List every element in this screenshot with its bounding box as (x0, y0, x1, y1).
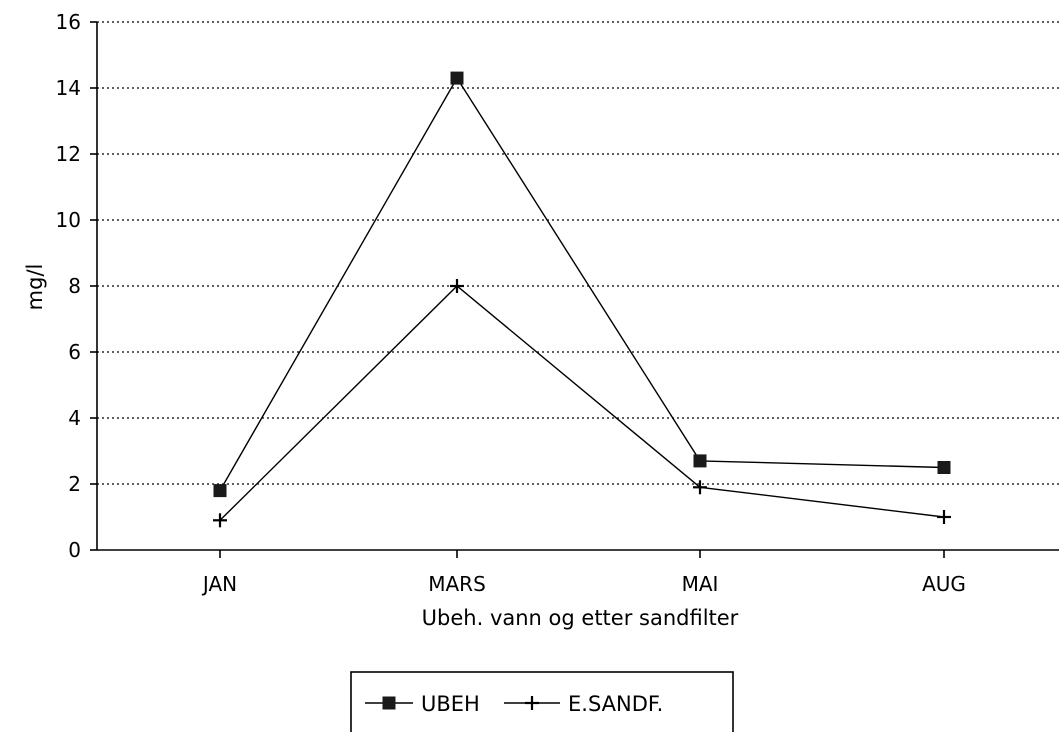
y-tick-label: 2 (68, 472, 81, 496)
series-line-0 (219, 76, 945, 491)
x-axis-label: Ubeh. vann og etter sandfilter (422, 606, 739, 630)
y-tick-label: 16 (56, 10, 81, 34)
legend-marker (382, 696, 396, 710)
legend-marker (525, 696, 539, 710)
y-tick-label: 12 (56, 142, 81, 166)
x-tick-label: MAI (682, 572, 719, 596)
x-axis-ticks: JAN MARS MAI AUG (201, 550, 966, 596)
y-axis-ticks: 0 2 4 6 8 10 12 14 16 (56, 10, 97, 562)
x-tick-label: JAN (201, 572, 237, 596)
x-tick-label: AUG (922, 572, 966, 596)
x-tick-label: MARS (428, 572, 486, 596)
y-tick-label: 8 (68, 274, 81, 298)
y-tick-label: 10 (56, 208, 81, 232)
series-layer (213, 71, 951, 528)
data-point (937, 461, 951, 474)
data-point (450, 71, 464, 85)
data-point (693, 480, 707, 495)
y-axis-label: mg/l (23, 264, 47, 311)
series-line-1 (219, 285, 945, 521)
legend: UBEH E.SANDF. (350, 671, 734, 732)
y-tick-label: 6 (68, 340, 81, 364)
y-tick-label: 4 (68, 406, 81, 430)
legend-label: UBEH (421, 692, 480, 716)
legend-items: UBEH E.SANDF. (365, 692, 663, 716)
data-point (213, 513, 227, 528)
y-tick-label: 0 (68, 538, 81, 562)
gridlines (97, 21, 1059, 485)
data-point (213, 484, 227, 498)
legend-box (350, 671, 734, 732)
data-point (693, 454, 707, 468)
data-point (450, 279, 464, 293)
data-point (937, 510, 951, 524)
y-tick-label: 14 (56, 76, 81, 100)
legend-label: E.SANDF. (568, 692, 663, 716)
